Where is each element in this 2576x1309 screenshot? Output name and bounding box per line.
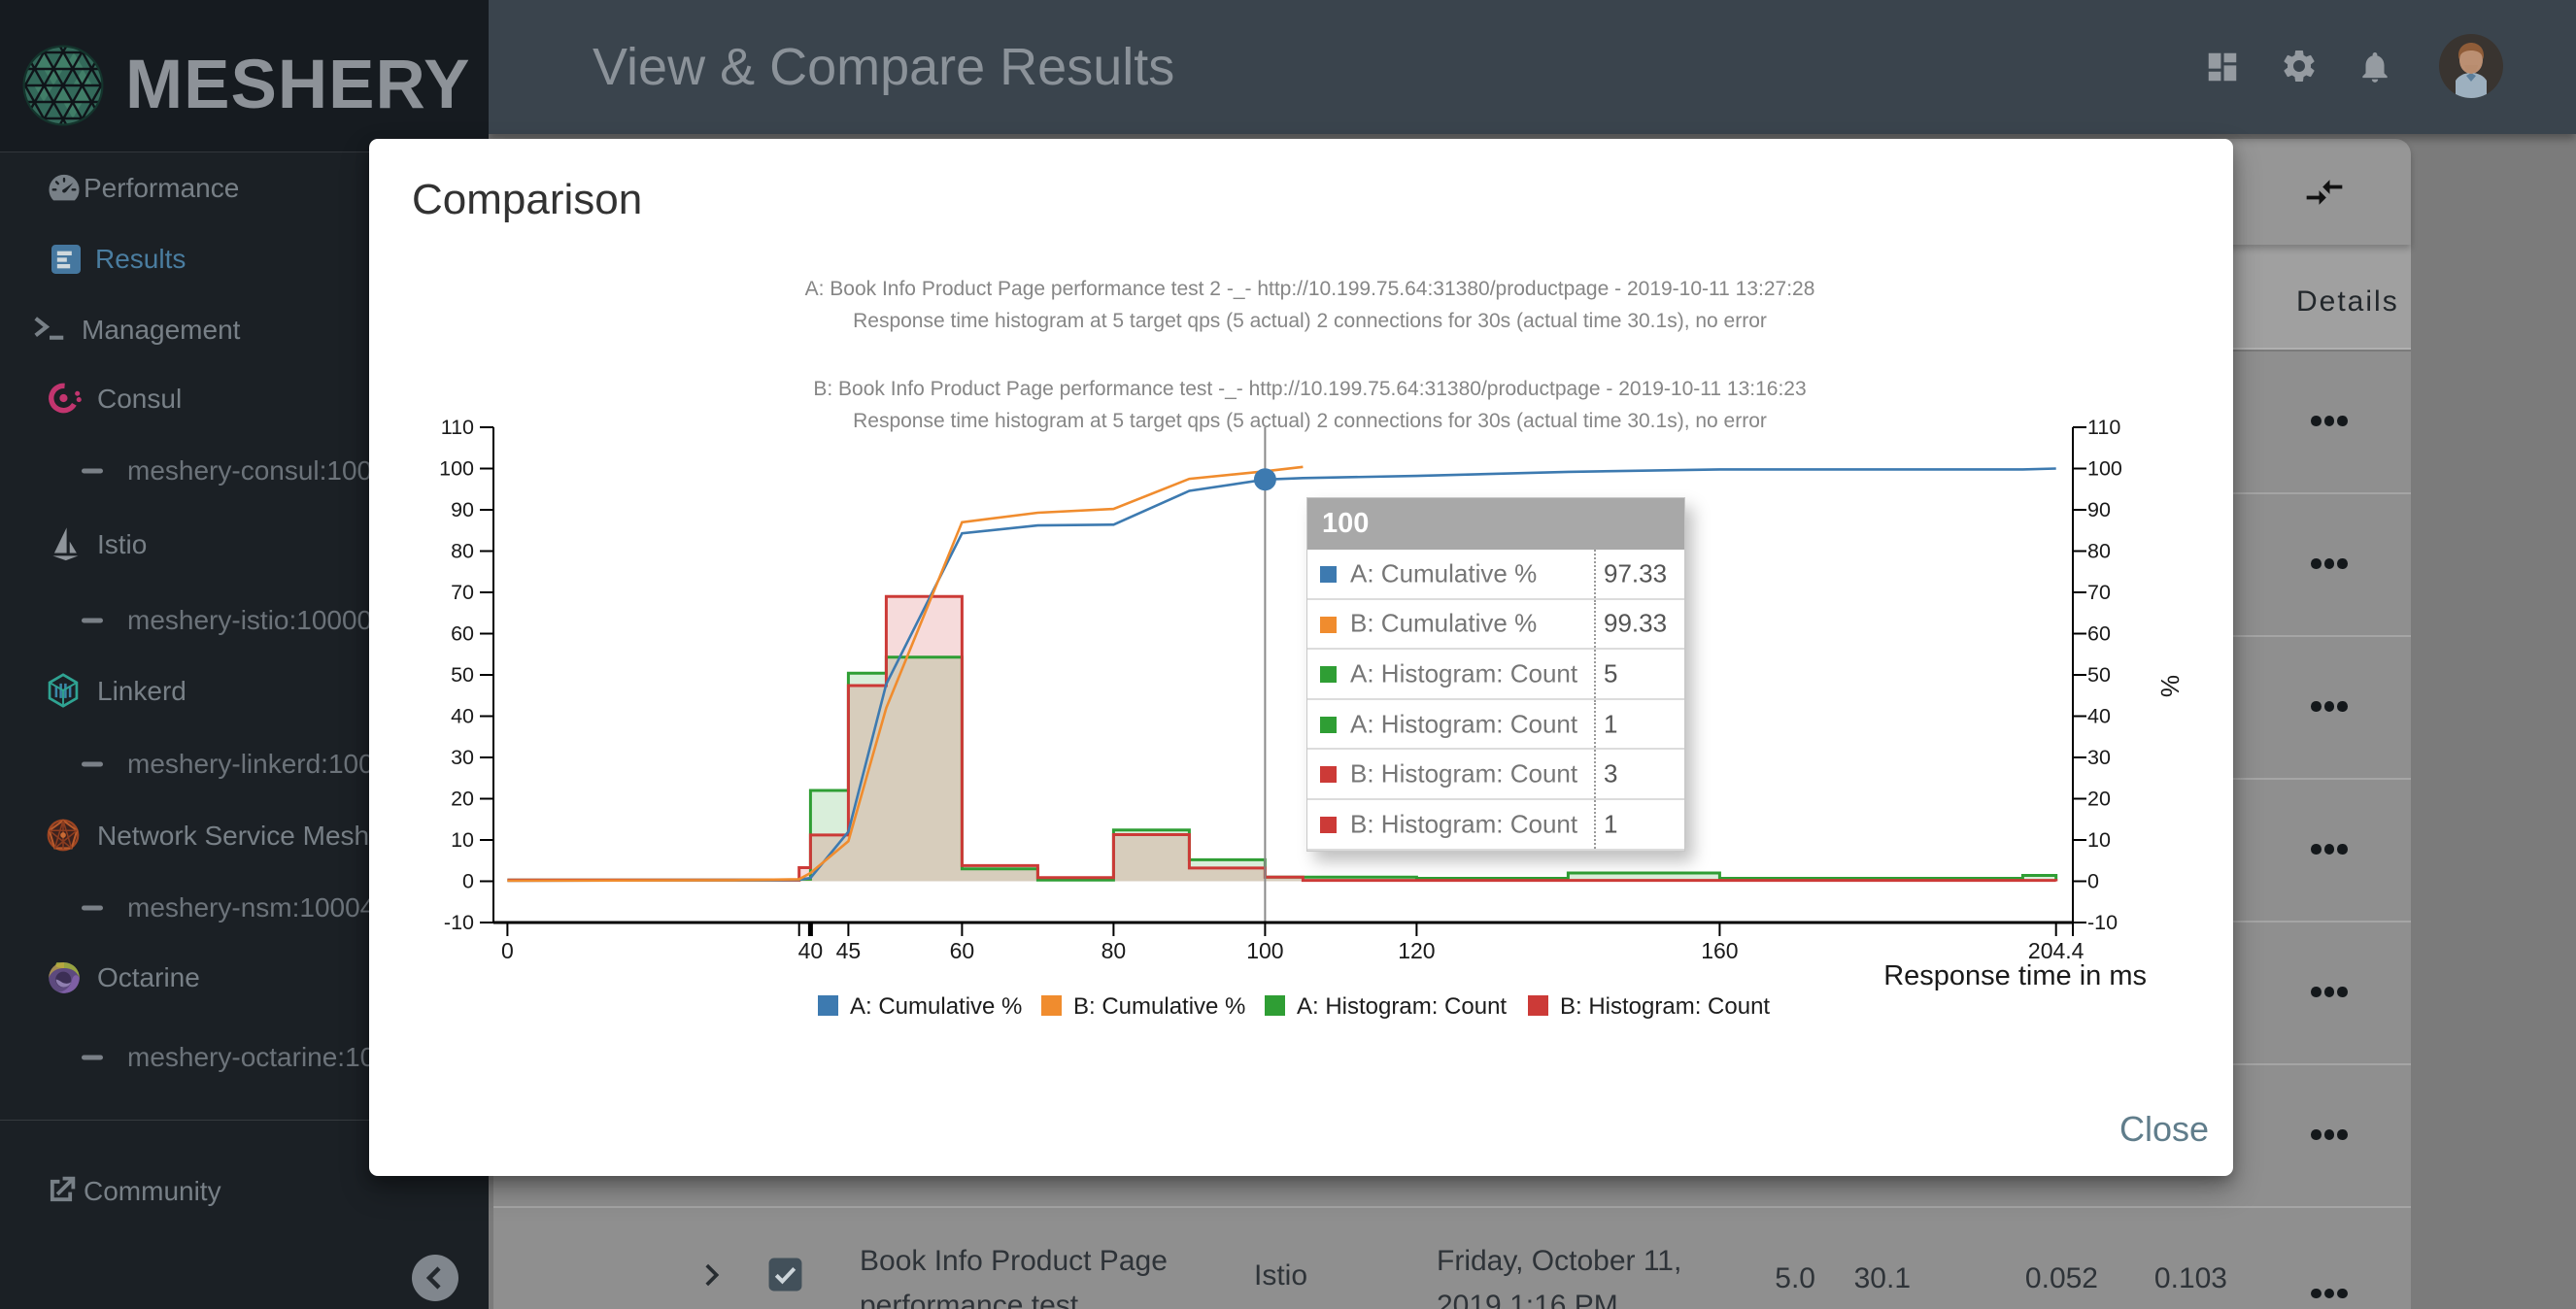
svg-text:0: 0: [2087, 870, 2099, 893]
svg-text:-10: -10: [2087, 911, 2118, 934]
svg-text:120: 120: [1398, 938, 1435, 963]
svg-text:0: 0: [462, 870, 474, 893]
svg-text:60: 60: [2087, 622, 2111, 646]
svg-text:50: 50: [2087, 663, 2111, 687]
svg-text:100: 100: [439, 457, 474, 481]
svg-text:60: 60: [950, 938, 975, 963]
svg-text:100: 100: [2087, 457, 2122, 481]
svg-text:30: 30: [451, 746, 474, 769]
svg-text:90: 90: [451, 498, 474, 521]
svg-text:80: 80: [451, 540, 474, 563]
svg-text:40: 40: [798, 938, 824, 963]
svg-text:0: 0: [501, 938, 514, 963]
svg-text:100: 100: [1246, 938, 1283, 963]
svg-text:80: 80: [1102, 938, 1127, 963]
svg-text:70: 70: [2087, 581, 2111, 604]
svg-text:50: 50: [451, 663, 474, 687]
svg-text:30: 30: [2087, 746, 2111, 769]
svg-text:45: 45: [836, 938, 862, 963]
svg-text:20: 20: [2087, 788, 2111, 811]
svg-text:204.4: 204.4: [2028, 938, 2085, 963]
svg-text:Response time in ms: Response time in ms: [1883, 960, 2147, 991]
svg-text:110: 110: [2087, 416, 2120, 439]
svg-text:10: 10: [451, 828, 474, 852]
svg-text:160: 160: [1701, 938, 1738, 963]
svg-text:20: 20: [451, 788, 474, 811]
svg-text:70: 70: [451, 581, 474, 604]
svg-text:80: 80: [2087, 540, 2111, 563]
svg-text:10: 10: [2087, 828, 2111, 852]
svg-text:60: 60: [451, 622, 474, 646]
svg-text:40: 40: [2087, 705, 2111, 728]
svg-text:-10: -10: [444, 911, 474, 934]
svg-text:%: %: [2155, 675, 2185, 697]
svg-text:40: 40: [451, 705, 474, 728]
svg-text:110: 110: [441, 416, 474, 439]
svg-text:90: 90: [2087, 498, 2111, 521]
